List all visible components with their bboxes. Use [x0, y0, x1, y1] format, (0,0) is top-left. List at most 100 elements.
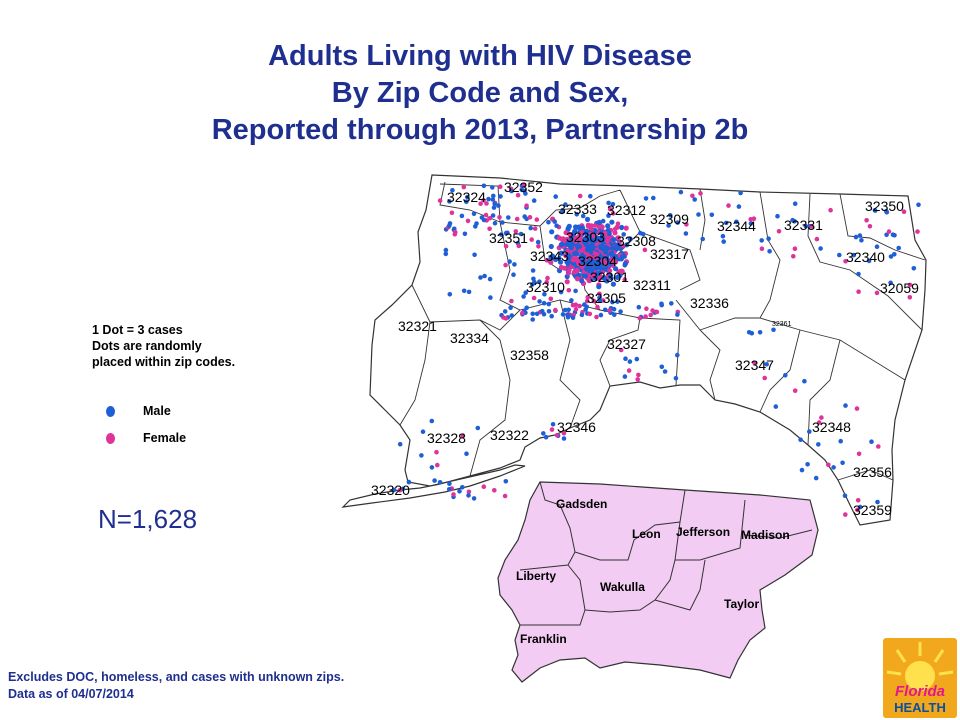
female-case-dot [532, 226, 538, 231]
female-case-dot [545, 275, 550, 281]
male-case-dot [420, 429, 426, 435]
female-case-dot [809, 224, 814, 229]
male-case-dot [558, 242, 564, 248]
male-case-dot [500, 220, 505, 225]
female-case-dot [566, 287, 572, 293]
male-case-dot [461, 288, 467, 294]
female-case-dot [776, 229, 782, 234]
female-case-dot [843, 259, 848, 264]
male-case-dot [875, 499, 880, 505]
female-case-dot [855, 498, 861, 503]
male-case-dot [618, 246, 623, 252]
male-case-dot [579, 225, 586, 231]
male-case-dot [466, 493, 471, 498]
female-case-dot [513, 229, 519, 234]
male-case-dot [604, 245, 610, 251]
male-case-dot [537, 299, 542, 304]
male-case-dot [884, 232, 889, 238]
male-case-dot [859, 238, 864, 243]
male-case-dot [457, 489, 462, 494]
legend-note: 1 Dot = 3 cases Dots are randomly placed… [92, 322, 235, 370]
male-case-dot [767, 249, 772, 254]
male-case-dot [573, 288, 578, 294]
female-case-dot [596, 223, 602, 229]
male-case-dot [668, 213, 673, 218]
male-case-dot [612, 312, 617, 318]
zip-label-32305: 32305 [587, 290, 626, 306]
title-line-3: Reported through 2013, Partnership 2b [211, 114, 749, 146]
male-case-dot [496, 203, 501, 208]
male-case-dot [478, 275, 483, 280]
male-case-dot [605, 223, 611, 229]
female-case-dot [554, 433, 560, 438]
male-case-dot [615, 242, 621, 248]
logo-text-florida: Florida [894, 683, 945, 700]
female-case-dot [602, 230, 608, 236]
male-case-dot [490, 185, 495, 190]
female-case-dot [570, 303, 576, 308]
county-boundaries [519, 481, 813, 626]
county-label-gadsden: Gadsden [556, 497, 607, 511]
female-case-dot [478, 201, 483, 206]
male-case-dot [566, 307, 571, 313]
female-case-dot [726, 203, 731, 208]
female-case-dot [487, 226, 492, 232]
male-case-dot [627, 236, 633, 242]
male-case-dot [888, 254, 894, 259]
female-case-dot [607, 206, 613, 212]
male-case-dot [892, 252, 897, 257]
county-inset-map [497, 481, 819, 683]
male-case-dot [443, 247, 449, 253]
female-case-dot [635, 377, 640, 382]
male-case-dot [565, 258, 571, 264]
zip-label-32322: 32322 [490, 427, 529, 443]
county-label-madison: Madison [741, 528, 790, 542]
female-case-dot [636, 372, 641, 378]
male-case-dot [530, 317, 535, 322]
male-case-dot [736, 204, 742, 209]
male-case-dot [549, 229, 555, 235]
legend-item-female: Female [106, 431, 186, 445]
male-case-dot [549, 313, 554, 319]
male-case-dot [783, 373, 788, 378]
male-case-dot [491, 193, 496, 199]
male-case-dot [692, 197, 697, 202]
male-case-dot [548, 243, 554, 250]
male-case-dot [721, 239, 726, 244]
male-case-dot [802, 378, 807, 384]
male-case-dot [723, 220, 729, 226]
male-case-dot [757, 330, 763, 335]
male-case-dot [611, 253, 618, 259]
county-label-wakulla: Wakulla [600, 580, 645, 594]
female-case-dot [520, 310, 525, 316]
male-case-dot [675, 352, 680, 358]
male-case-dot [466, 289, 472, 295]
female-case-dot [577, 303, 582, 309]
male-case-dot [447, 481, 452, 487]
female-case-dot [637, 315, 643, 321]
male-case-dot [666, 223, 671, 228]
zip-label-32059: 32059 [880, 280, 919, 296]
male-case-dot [627, 359, 633, 364]
female-case-dot [612, 230, 618, 236]
male-case-dot [579, 278, 585, 284]
male-case-dot [584, 247, 590, 253]
female-case-dot [748, 217, 753, 222]
female-case-dot [397, 487, 403, 493]
female-case-dot [503, 262, 508, 268]
female-case-dot [843, 512, 848, 517]
male-case-dot [600, 218, 606, 224]
female-case-dot [524, 203, 529, 208]
female-case-dot [612, 226, 618, 232]
male-case-dot [537, 279, 542, 285]
male-case-dot [596, 219, 602, 225]
male-case-dot [700, 236, 705, 242]
female-case-dot [577, 232, 583, 238]
male-case-dot [578, 254, 583, 259]
male-case-dot [623, 356, 628, 362]
male-case-dot [437, 480, 443, 485]
male-case-dot [598, 312, 604, 318]
male-case-dot [561, 436, 567, 441]
male-case-dot [619, 224, 625, 231]
female-case-dot [449, 210, 455, 216]
